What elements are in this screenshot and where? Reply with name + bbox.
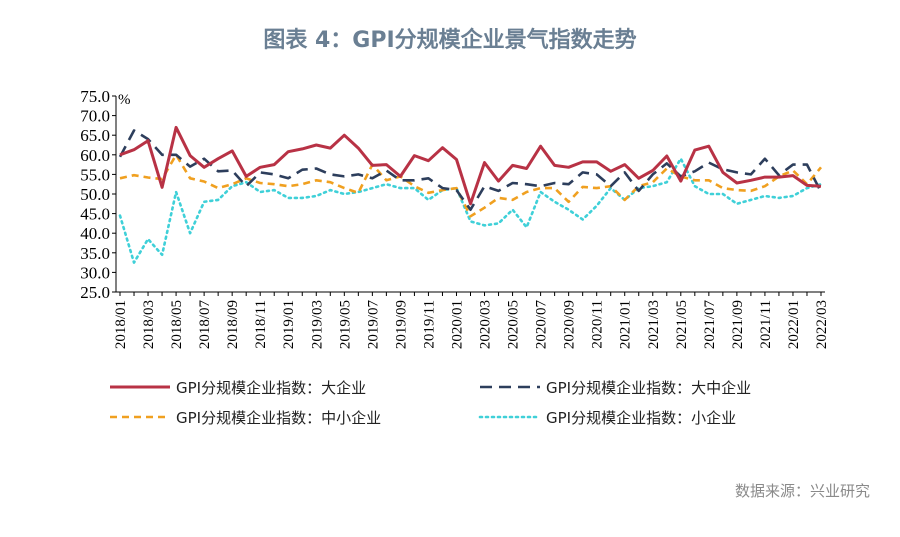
- x-tick-label: 2019/07: [365, 300, 381, 350]
- x-tick-label: 2020/03: [478, 300, 494, 349]
- series-line-1: [119, 125, 822, 206]
- y-tick-label: 55.0: [80, 165, 110, 184]
- x-tick-label: 2019/09: [393, 300, 409, 349]
- series-layer: [118, 125, 823, 264]
- x-tick-label: 2021/01: [618, 300, 634, 349]
- x-tick-label: 2019/01: [281, 300, 297, 349]
- x-tick-label: 2018/05: [169, 300, 185, 349]
- x-tick-label: 2018/09: [225, 300, 241, 349]
- x-tick-label: 2019/05: [337, 300, 353, 349]
- series-line-4: [118, 157, 823, 264]
- y-tick-label: 40.0: [80, 224, 110, 243]
- legend-label-4: GPI分规模企业指数：小企业: [546, 409, 736, 427]
- legend-label-2: GPI分规模企业指数：大中企业: [546, 379, 751, 397]
- x-tick-label: 2018/11: [253, 300, 269, 349]
- x-tick-label: 2020/05: [506, 300, 522, 349]
- x-tick-label: 2019/03: [309, 300, 325, 349]
- chart-title: 图表 4：GPI分规模企业景气指数走势: [263, 28, 637, 53]
- y-tick-label: 45.0: [80, 205, 110, 224]
- x-tick-label: 2022/01: [786, 300, 802, 349]
- x-tick-label: 2020/11: [590, 300, 606, 349]
- x-tick-label: 2021/05: [674, 300, 690, 349]
- y-tick-label: 50.0: [80, 185, 110, 204]
- source-note: 数据来源：兴业研究: [734, 482, 870, 500]
- legend-label-3: GPI分规模企业指数：中小企业: [176, 409, 381, 427]
- x-tick-label: 2021/09: [730, 300, 746, 349]
- legend-label-1: GPI分规模企业指数：大企业: [176, 379, 366, 397]
- x-tick-label: 2018/07: [197, 300, 213, 350]
- x-tick-label: 2018/01: [113, 300, 129, 349]
- y-tick-label: 35.0: [80, 244, 110, 263]
- x-tick-label: 2020/01: [449, 300, 465, 349]
- series-line-3: [119, 153, 823, 218]
- y-tick-label: 30.0: [80, 263, 110, 282]
- y-tick-label: 75.0: [80, 87, 110, 106]
- y-tick-label: 65.0: [80, 126, 110, 145]
- x-tick-label: 2018/03: [141, 300, 157, 349]
- x-tick-label: 2021/07: [702, 300, 718, 350]
- y-tick-label: 25.0: [80, 283, 110, 302]
- y-tick-label: 60.0: [80, 146, 110, 165]
- x-tick-label: 2020/09: [562, 300, 578, 349]
- chart-legend: GPI分规模企业指数：大企业 GPI分规模企业指数：大中企业 GPI分规模企业指数：…: [110, 379, 751, 427]
- y-tick-label: 70.0: [80, 107, 110, 126]
- series-line-2: [118, 129, 823, 211]
- x-tick-label: 2021/11: [758, 300, 774, 349]
- x-tick-label: 2021/03: [646, 300, 662, 349]
- y-unit-label: %: [118, 92, 131, 108]
- x-tick-label: 2019/11: [421, 300, 437, 349]
- x-tick-label: 2022/03: [814, 300, 830, 349]
- x-tick-label: 2020/07: [534, 300, 550, 350]
- chart-axes: 75.070.065.060.055.050.045.040.035.030.0…: [80, 87, 830, 349]
